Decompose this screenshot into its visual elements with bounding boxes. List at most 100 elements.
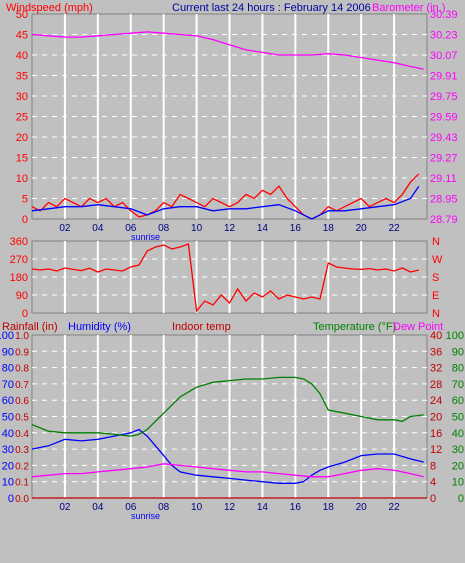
y-left-tick-label: 40: [16, 50, 28, 62]
x-tick-label: 02: [59, 223, 71, 234]
x-tick-label: 10: [191, 223, 203, 234]
series-line-direction: [31, 243, 419, 313]
rain-tick-label: 0.2: [15, 461, 29, 472]
humidity-tick-label: 20: [2, 460, 14, 472]
rain-tick-label: 0.1: [15, 478, 29, 489]
x-tick-label: 16: [290, 223, 302, 234]
humidity-tick-label: 0: [8, 493, 14, 505]
x-tick-label: 22: [389, 223, 401, 234]
y-right-tick-label: 30.07: [430, 50, 458, 62]
y-right-tick-label: 29.27: [430, 153, 458, 165]
compass-tick-label: E: [432, 290, 439, 302]
indoor-temp-label: Indoor temp: [172, 321, 231, 333]
x-tick-label: 12: [224, 502, 236, 513]
humidity-tick-label: 50: [2, 412, 14, 424]
y-right-tick-label: 29.11: [430, 173, 457, 185]
wind-barometer-ticks: 02 04 06 08 10 12 14 16 18 20 22 0 5 10 15 20 25 30 35 40 45…: [16, 9, 458, 234]
temp-tick-label: 0: [430, 493, 436, 505]
humidity-tick-label: 40: [2, 428, 14, 440]
humidity-tick-label: 100: [0, 330, 14, 342]
temp-tick-label: 40: [430, 330, 442, 342]
dewpoint-tick-label: 100: [446, 330, 464, 342]
y-left-tick-label: 35: [16, 71, 28, 83]
y-left-tick-label: 25: [16, 112, 28, 124]
x-tick-label: 16: [290, 502, 302, 513]
y-left-tick-label: 45: [16, 30, 28, 42]
compass-tick-label: N: [432, 236, 440, 248]
temp-tick-label: 8: [430, 460, 436, 472]
humidity-tick-label: 60: [2, 395, 14, 407]
windspeed-axis-label: Windspeed (mph): [6, 2, 93, 14]
rain-tick-label: 0.6: [15, 396, 29, 407]
dewpoint-tick-label: 20: [452, 460, 464, 472]
direction-tick-label: 90: [16, 290, 28, 302]
x-tick-label: 04: [92, 502, 104, 513]
x-tick-label: 22: [389, 502, 401, 513]
temp-tick-label: 12: [430, 444, 442, 456]
y-left-tick-label: 10: [16, 173, 28, 185]
dewpoint-tick-label: 10: [452, 477, 464, 489]
x-tick-label: 06: [125, 223, 137, 234]
temp-tick-label: 36: [430, 346, 442, 358]
direction-tick-label: 0: [22, 308, 28, 320]
y-right-tick-label: 28.95: [430, 194, 458, 206]
temp-tick-label: 20: [430, 412, 442, 424]
rain-tick-label: 0.7: [15, 380, 29, 391]
series-line-windspeed: [31, 173, 420, 220]
x-tick-label: 04: [92, 223, 104, 234]
wind-barometer-grid: [32, 14, 427, 219]
x-tick-label: 18: [323, 223, 335, 234]
y-left-tick-label: 30: [16, 91, 28, 103]
dewpoint-tick-label: 70: [452, 379, 464, 391]
humidity-tick-label: 80: [2, 363, 14, 375]
x-tick-label: 08: [158, 502, 170, 513]
rain-tick-label: 0.4: [15, 429, 29, 440]
wind-direction-series: [31, 243, 419, 313]
humidity-tick-label: 70: [2, 379, 14, 391]
compass-tick-label: S: [432, 272, 439, 284]
y-left-tick-label: 20: [16, 132, 28, 144]
temp-tick-label: 16: [430, 428, 442, 440]
x-tick-label: 06: [125, 502, 137, 513]
x-tick-label: 20: [356, 502, 368, 513]
wind-direction-grid: [32, 241, 427, 313]
x-tick-label: 14: [257, 502, 269, 513]
series-line-dew-point: [31, 463, 424, 478]
dewpoint-axis-label: Dew Point: [393, 321, 443, 333]
dewpoint-tick-label: 0: [458, 493, 464, 505]
x-tick-label: 18: [323, 502, 335, 513]
y-right-tick-label: 29.91: [430, 71, 458, 83]
rain-tick-label: 0.8: [15, 364, 29, 375]
series-line-temperature: [31, 376, 424, 437]
compass-tick-label: W: [432, 254, 443, 266]
x-tick-label: 08: [158, 223, 170, 234]
x-tick-label: 12: [224, 223, 236, 234]
rainfall-axis-label: Rainfall (in): [2, 321, 58, 333]
y-left-tick-label: 5: [22, 194, 28, 206]
series-line-barometer: [31, 31, 424, 70]
series-line-humidity: [31, 428, 424, 484]
rain-tick-label: 0.0: [15, 494, 29, 505]
direction-tick-label: 180: [10, 272, 28, 284]
sunrise-label-top: sunrise: [131, 232, 160, 242]
rain-tick-label: 1.0: [15, 331, 29, 342]
y-right-tick-label: 29.43: [430, 132, 458, 144]
x-tick-label: 02: [59, 502, 71, 513]
y-right-tick-label: 30.23: [430, 30, 458, 42]
series-line-gust: [31, 185, 420, 220]
dewpoint-tick-label: 30: [452, 444, 464, 456]
rain-tick-label: 0.5: [15, 413, 29, 424]
temp-tick-label: 4: [430, 477, 436, 489]
barometer-axis-label: Barometer (in.): [372, 2, 445, 14]
y-right-tick-label: 28.79: [430, 214, 458, 226]
humidity-tick-label: 90: [2, 346, 14, 358]
chart-title: Current last 24 hours : February 14 2006: [172, 2, 371, 14]
x-tick-label: 20: [356, 223, 368, 234]
dewpoint-tick-label: 50: [452, 412, 464, 424]
x-tick-label: 14: [257, 223, 269, 234]
direction-tick-label: 360: [10, 236, 28, 248]
dewpoint-tick-label: 60: [452, 395, 464, 407]
